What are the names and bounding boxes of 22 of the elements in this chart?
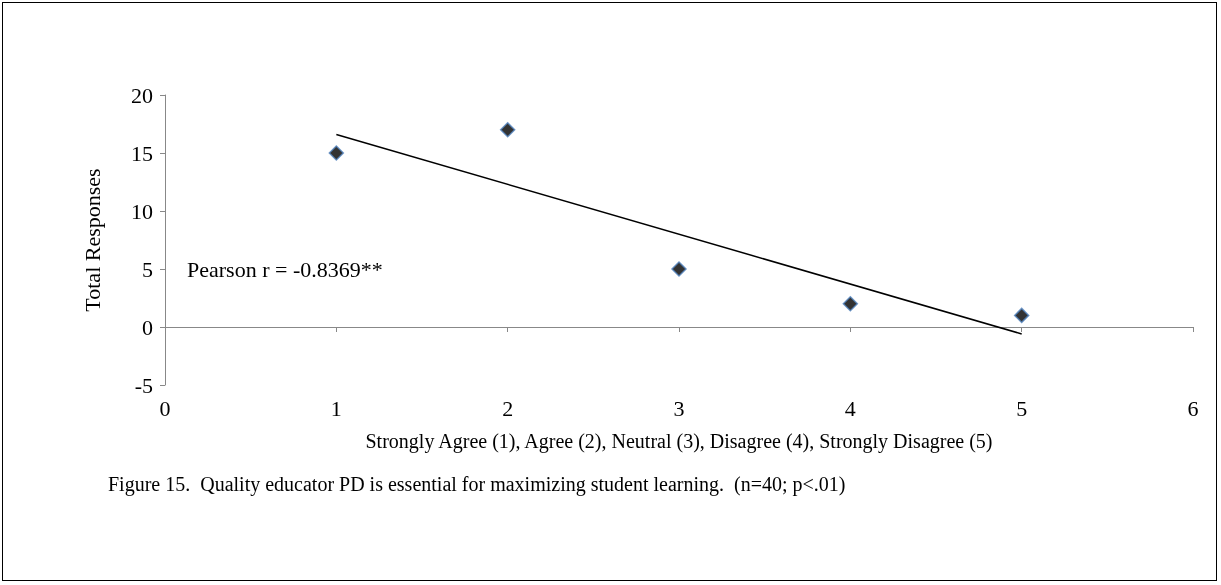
y-axis-title: Total Responses (79, 168, 105, 312)
annotation: Pearson r = -0.8369** (187, 256, 383, 282)
y-tick-label: 5 (142, 256, 153, 282)
point (671, 261, 687, 277)
x-tick-label: 3 (673, 395, 685, 421)
y-tick-label: -5 (134, 372, 153, 398)
x-tick-label: 5 (1016, 395, 1028, 421)
y-tick-label: 15 (131, 140, 153, 166)
caption: Figure 15. Quality educator PD is essential for maximizing student learning. (n=40; p<.01) (108, 473, 846, 496)
y-tick-label: 10 (131, 198, 153, 224)
x-tick-label: 2 (502, 395, 514, 421)
x-tick-label: 4 (844, 395, 856, 421)
point (842, 296, 859, 312)
y-tick-label: 0 (142, 314, 153, 340)
x-tick-label: 6 (1187, 395, 1199, 421)
x-tick-label: 0 (159, 395, 171, 421)
point (328, 145, 345, 161)
x-tick-label: 1 (330, 395, 342, 421)
y-tick-label: 20 (131, 82, 153, 108)
point (1013, 307, 1030, 324)
point (499, 122, 516, 138)
x-axis-title: Strongly Agree (1), Agree (2), Neutral (3), Disagree (4), Strongly Disagree (5) (365, 430, 993, 453)
